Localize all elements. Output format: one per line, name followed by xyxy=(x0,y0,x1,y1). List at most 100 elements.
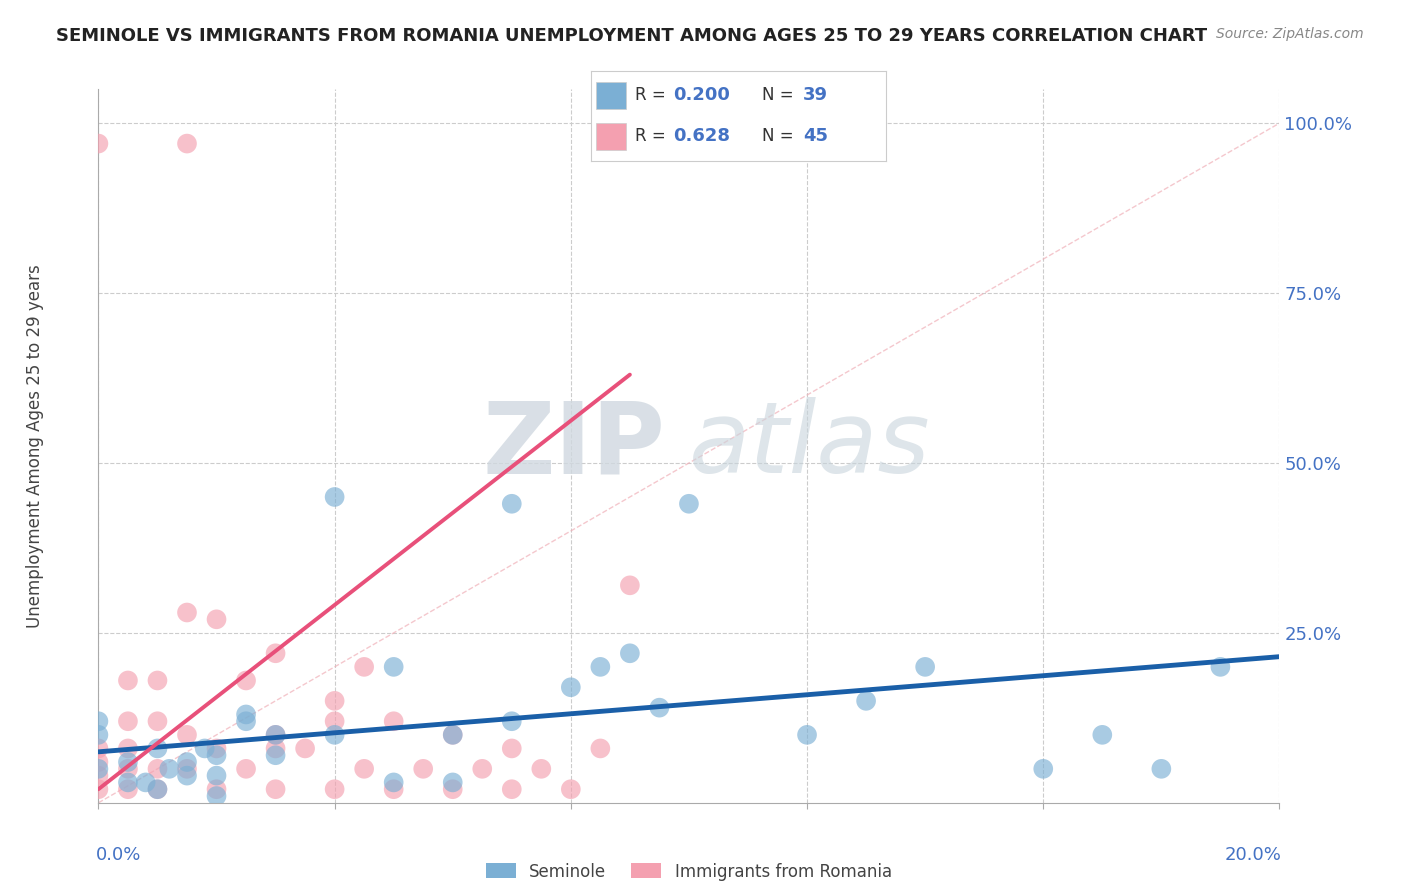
Point xyxy=(205,782,228,797)
Point xyxy=(619,646,641,660)
Point xyxy=(471,762,494,776)
Point xyxy=(323,694,346,708)
Point xyxy=(87,728,110,742)
Point xyxy=(157,762,180,776)
Point xyxy=(117,775,139,789)
Point xyxy=(382,714,405,729)
Point xyxy=(135,775,157,789)
Point xyxy=(589,741,612,756)
Point xyxy=(501,741,523,756)
Point xyxy=(117,782,139,797)
Point xyxy=(176,728,198,742)
Point xyxy=(589,660,612,674)
Legend: Seminole, Immigrants from Romania: Seminole, Immigrants from Romania xyxy=(479,856,898,888)
Point xyxy=(1150,762,1173,776)
Point xyxy=(87,714,110,729)
Point xyxy=(146,741,169,756)
Text: ZIP: ZIP xyxy=(482,398,665,494)
Point xyxy=(560,680,582,694)
Point xyxy=(146,782,169,797)
FancyBboxPatch shape xyxy=(596,82,626,109)
Text: R =: R = xyxy=(636,87,671,104)
Point xyxy=(146,673,169,688)
Point xyxy=(235,673,257,688)
Point xyxy=(87,782,110,797)
Point xyxy=(235,762,257,776)
Point xyxy=(146,782,169,797)
Point xyxy=(914,660,936,674)
Point xyxy=(382,660,405,674)
Point xyxy=(796,728,818,742)
Text: 45: 45 xyxy=(803,128,828,145)
Point xyxy=(619,578,641,592)
Point xyxy=(264,728,287,742)
Point xyxy=(117,762,139,776)
Point xyxy=(205,748,228,763)
Point xyxy=(117,673,139,688)
Point xyxy=(382,782,405,797)
Text: 0.628: 0.628 xyxy=(673,128,730,145)
Text: SEMINOLE VS IMMIGRANTS FROM ROMANIA UNEMPLOYMENT AMONG AGES 25 TO 29 YEARS CORRE: SEMINOLE VS IMMIGRANTS FROM ROMANIA UNEM… xyxy=(56,27,1208,45)
Text: atlas: atlas xyxy=(689,398,931,494)
Point xyxy=(323,728,346,742)
Point xyxy=(87,769,110,783)
Text: 0.200: 0.200 xyxy=(673,87,730,104)
Text: Source: ZipAtlas.com: Source: ZipAtlas.com xyxy=(1216,27,1364,41)
Point xyxy=(117,755,139,769)
Point xyxy=(205,612,228,626)
Text: 39: 39 xyxy=(803,87,828,104)
Point xyxy=(1091,728,1114,742)
Point xyxy=(501,497,523,511)
Point xyxy=(87,755,110,769)
Point xyxy=(264,782,287,797)
Point xyxy=(87,762,110,776)
Point xyxy=(194,741,217,756)
Point xyxy=(560,782,582,797)
Point xyxy=(146,714,169,729)
Point xyxy=(323,490,346,504)
Point xyxy=(264,748,287,763)
Point xyxy=(117,714,139,729)
Point xyxy=(205,769,228,783)
Text: R =: R = xyxy=(636,128,671,145)
Point xyxy=(855,694,877,708)
Point xyxy=(176,769,198,783)
Point xyxy=(235,707,257,722)
FancyBboxPatch shape xyxy=(596,123,626,150)
Text: 0.0%: 0.0% xyxy=(96,846,142,863)
Point xyxy=(1209,660,1232,674)
Point xyxy=(117,741,139,756)
Point xyxy=(353,660,375,674)
Point xyxy=(441,775,464,789)
Point xyxy=(176,762,198,776)
Point xyxy=(530,762,553,776)
Point xyxy=(176,755,198,769)
Point xyxy=(176,606,198,620)
Text: N =: N = xyxy=(762,87,799,104)
Point xyxy=(441,782,464,797)
Point xyxy=(264,646,287,660)
Point xyxy=(146,762,169,776)
Point xyxy=(382,775,405,789)
Point xyxy=(353,762,375,776)
Text: N =: N = xyxy=(762,128,799,145)
Point xyxy=(87,741,110,756)
Point xyxy=(264,728,287,742)
Point xyxy=(323,782,346,797)
Point xyxy=(441,728,464,742)
Text: 20.0%: 20.0% xyxy=(1225,846,1282,863)
Point xyxy=(205,741,228,756)
Point xyxy=(235,714,257,729)
Point xyxy=(678,497,700,511)
Text: Unemployment Among Ages 25 to 29 years: Unemployment Among Ages 25 to 29 years xyxy=(27,264,44,628)
Point xyxy=(441,728,464,742)
Point xyxy=(87,136,110,151)
Point xyxy=(264,741,287,756)
Point xyxy=(648,700,671,714)
Point xyxy=(294,741,316,756)
Point xyxy=(501,782,523,797)
Point xyxy=(412,762,434,776)
Point xyxy=(323,714,346,729)
Point xyxy=(176,136,198,151)
Point xyxy=(1032,762,1054,776)
